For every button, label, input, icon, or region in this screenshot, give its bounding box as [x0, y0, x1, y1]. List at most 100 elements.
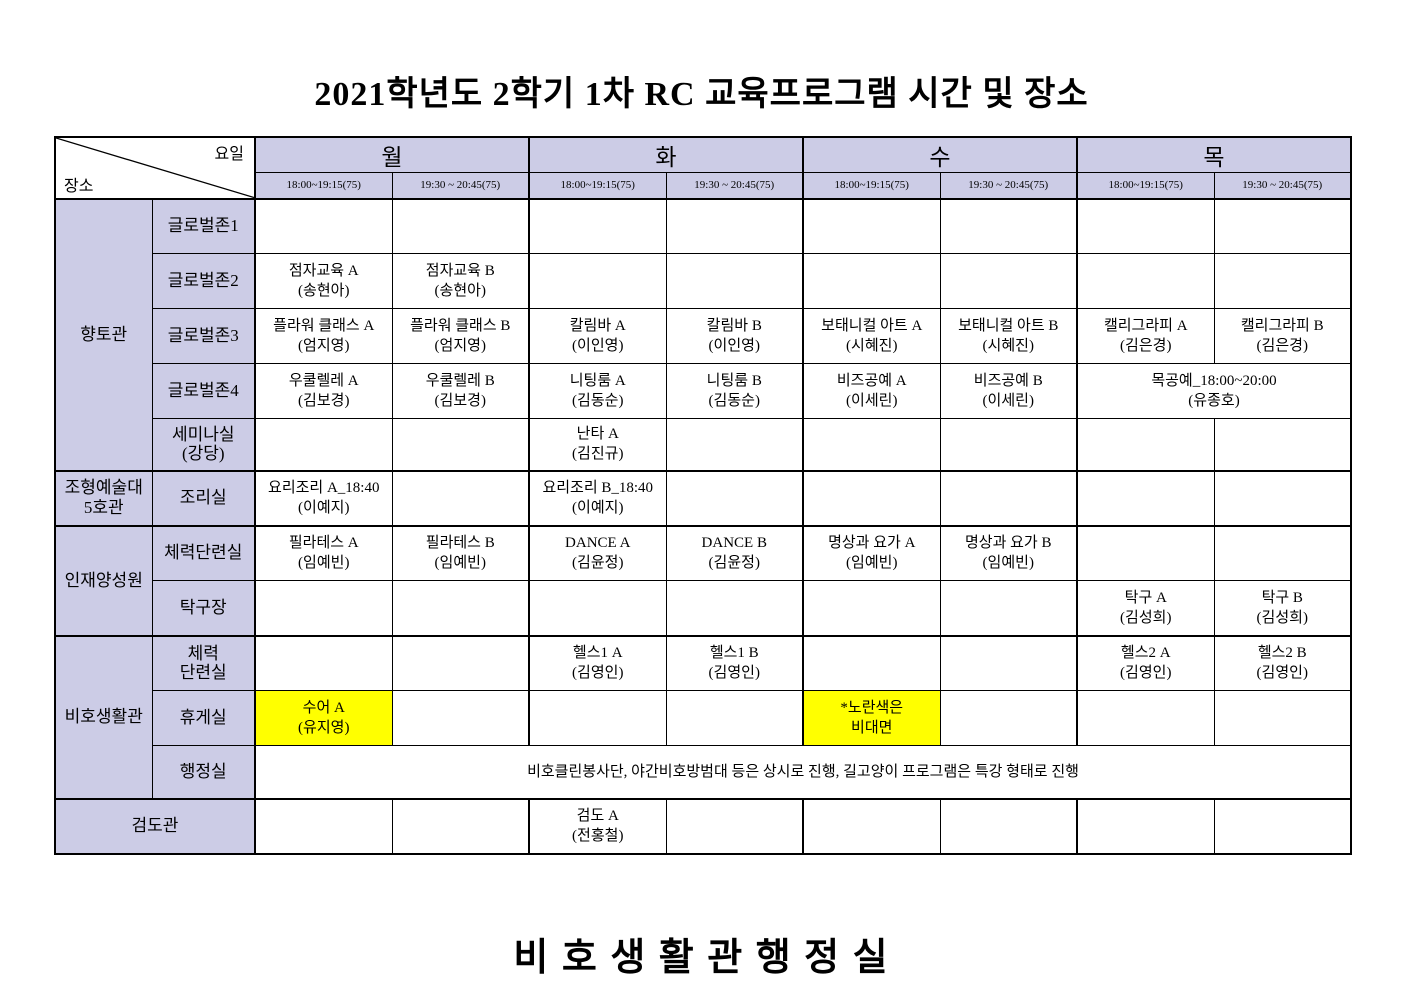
program-name: 난타 A — [576, 426, 619, 442]
program-name: 헬스2 B — [1257, 645, 1307, 661]
schedule-cell: 플라워 클래스 A (엄지영) — [254, 308, 393, 364]
instructor-name: (김영인) — [572, 665, 624, 682]
program-name: 탁구 B — [1261, 589, 1303, 606]
schedule-cell: 점자교육 B (송현아) — [391, 253, 530, 309]
instructor-name: (송현아) — [298, 283, 350, 299]
instructor-name: (김은경) — [1120, 338, 1172, 354]
instructor-name: (임예빈) — [846, 555, 898, 572]
schedule-cell — [391, 634, 530, 691]
schedule-cell — [939, 198, 1078, 254]
instructor-name: (김성희) — [1120, 609, 1172, 626]
schedule-cell — [939, 797, 1078, 854]
schedule-cell — [939, 469, 1078, 526]
instructor-name: (유종호) — [1188, 393, 1240, 409]
schedule-cell — [665, 253, 804, 309]
instructor-name: (이인영) — [572, 338, 624, 354]
program-name: DANCE A — [565, 535, 631, 551]
room-label: 체력 단련실 — [151, 634, 256, 691]
note-line: 비대면 — [851, 720, 893, 736]
program-name: 캘리그라피 B — [1240, 317, 1324, 334]
program-name: 수어 A — [302, 699, 345, 716]
schedule-cell: 캘리그라피 A (김은경) — [1076, 308, 1215, 364]
time-header: 18:00~19:15(75) — [802, 172, 941, 200]
program-name: DANCE B — [701, 535, 767, 551]
instructor-name: (김영인) — [1256, 665, 1308, 682]
schedule-cell: 필라테스 A (임예빈) — [254, 524, 393, 581]
program-name: 탁구 A — [1124, 589, 1167, 606]
schedule-cell — [1076, 253, 1215, 309]
schedule-cell — [802, 418, 941, 471]
schedule-cell — [1213, 253, 1352, 309]
corner-place-label: 장소 — [64, 177, 94, 195]
schedule-cell — [802, 198, 941, 254]
day-header-mon: 월 — [254, 136, 530, 173]
time-header: 18:00~19:15(75) — [254, 172, 393, 200]
instructor-name: (김은경) — [1256, 338, 1308, 354]
schedule-cell: 탁구 A (김성희) — [1076, 580, 1215, 636]
instructor-name: (김동순) — [708, 393, 760, 409]
program-name: 헬스1 A — [572, 645, 623, 661]
schedule-cell: 칼림바 B (이인영) — [665, 308, 804, 364]
instructor-name: (김성희) — [1256, 609, 1308, 626]
schedule-cell: 헬스2 A (김영인) — [1076, 634, 1215, 691]
schedule-cell — [391, 690, 530, 746]
footer-title: 비 호 생 활 관 행 정 실 — [513, 937, 890, 979]
building-label: 인재양성원 — [54, 524, 153, 636]
schedule-cell — [1213, 524, 1352, 581]
time-header-row: 18:00~19:15(75) 19:30 ~ 20:45(75) 18:00~… — [55, 172, 1352, 200]
program-name: 칼림바 A — [569, 317, 626, 334]
room-label: 행정실 — [151, 745, 256, 799]
building-label: 향토관 — [54, 198, 153, 471]
schedule-row: 조형예술대 5호관 조리실 요리조리 A_18:40 (이예지) 요리조리 B_1… — [54, 469, 1352, 526]
schedule-cell — [665, 469, 804, 526]
time-header: 19:30 ~ 20:45(75) — [1213, 172, 1352, 200]
corner-cell: 요일 장소 — [54, 136, 256, 200]
schedule-cell: 헬스1 A (김영인) — [528, 634, 667, 691]
schedule-cell — [939, 690, 1078, 746]
schedule-cell — [1213, 198, 1352, 254]
schedule-cell: 플라워 클래스 B (엄지영) — [391, 308, 530, 364]
program-name: 니팅룸 B — [706, 372, 762, 389]
time-header: 18:00~19:15(75) — [1076, 172, 1215, 200]
schedule-cell — [1076, 690, 1215, 746]
schedule-cell: 비즈공예 B (이세린) — [939, 363, 1078, 419]
schedule-cell: 명상과 요가 B (임예빈) — [939, 524, 1078, 581]
program-name: 플라워 클래스 A — [273, 317, 375, 334]
program-name: 헬스2 A — [1120, 645, 1171, 661]
schedule-cell: DANCE B (김윤정) — [665, 524, 804, 581]
schedule-cell — [254, 198, 393, 254]
program-name: 우쿨렐레 A — [288, 372, 359, 389]
schedule-cell — [528, 253, 667, 309]
day-header-wed: 수 — [802, 136, 1078, 173]
schedule-cell — [802, 634, 941, 691]
schedule-row: 휴게실 수어 A (유지영) *노란색은 비대면 — [55, 690, 1352, 746]
schedule-cell — [802, 469, 941, 526]
program-name: 명상과 요가 B — [964, 535, 1052, 551]
schedule-cell-sign-language: 수어 A (유지영) — [254, 690, 393, 746]
schedule-cell — [939, 418, 1078, 471]
time-header: 18:00~19:15(75) — [528, 172, 667, 200]
room-label: 글로벌존1 — [151, 198, 256, 254]
program-name: 요리조리 B_18:40 — [542, 479, 654, 496]
instructor-name: (김윤정) — [708, 555, 760, 572]
schedule-row: 글로벌존4 우쿨렐레 A (김보경) 우쿨렐레 B (김보경) 니팅룸 A (김동순)… — [55, 363, 1352, 419]
schedule-cell — [1076, 418, 1215, 471]
program-name: 칼림바 B — [706, 317, 762, 334]
schedule-cell — [1213, 418, 1352, 471]
schedule-cell — [1076, 469, 1215, 526]
schedule-cell — [391, 198, 530, 254]
schedule-row: 인재양성원 체력단련실 필라테스 A (임예빈) 필라테스 B (임예빈) DANC… — [54, 524, 1352, 636]
program-name: 우쿨렐레 B — [425, 372, 495, 389]
schedule-cell — [665, 797, 804, 854]
schedule-cell: 니팅룸 B (김동순) — [665, 363, 804, 419]
schedule-cell — [391, 580, 530, 636]
schedule-cell — [254, 580, 393, 636]
instructor-name: (전홍철) — [572, 828, 624, 844]
schedule-row: 글로벌존2 점자교육 A (송현아) 점자교육 B (송현아) — [55, 253, 1352, 309]
building-label: 조형예술대 5호관 — [54, 469, 153, 526]
schedule-row: 비호생활관 체력 단련실 헬스1 A (김영인) 헬스1 B (김영인) 헬스2 A… — [54, 634, 1352, 799]
schedule-cell: 헬스1 B (김영인) — [665, 634, 804, 691]
program-name: 비즈공예 A — [836, 372, 907, 389]
instructor-name: (김진규) — [572, 446, 624, 463]
program-name: 비즈공예 B — [973, 372, 1043, 389]
